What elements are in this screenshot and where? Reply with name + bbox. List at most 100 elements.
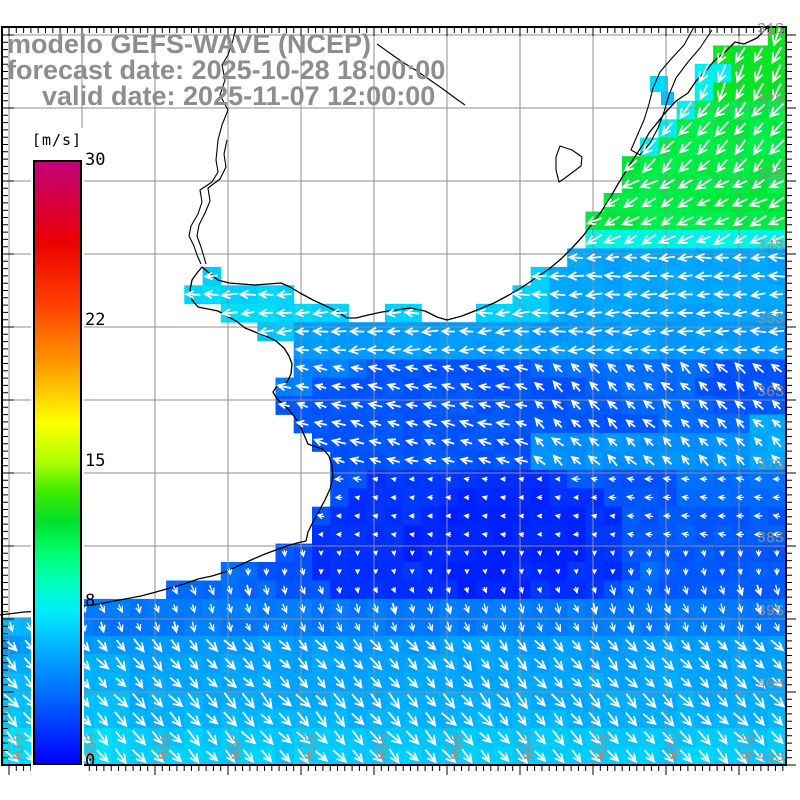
wind-arrow <box>368 438 382 447</box>
wind-arrow <box>205 750 219 762</box>
lon-label: 60W <box>81 733 98 760</box>
wind-arrow <box>572 622 579 632</box>
wind-arrow <box>534 639 547 651</box>
wind-arrow <box>333 475 344 483</box>
wind-arrow <box>676 271 693 281</box>
wind-arrow <box>481 622 488 632</box>
wind-arrow <box>585 271 603 281</box>
wind-arrow <box>591 586 597 594</box>
wind-arrow <box>658 345 675 355</box>
colorbar-unit-label: [m/s] <box>31 131 83 149</box>
wind-arrow <box>750 271 765 281</box>
wind-arrow <box>735 84 746 101</box>
wind-arrow <box>716 747 729 765</box>
map-frame <box>1 26 787 766</box>
wind-arrow <box>606 750 620 763</box>
axis-ticks <box>2 27 796 775</box>
wind-arrow <box>226 603 233 614</box>
wind-arrow <box>752 380 764 393</box>
wind-arrow <box>515 730 528 746</box>
wind-arrow <box>718 622 726 632</box>
river <box>188 26 237 265</box>
wind-arrow <box>639 252 657 263</box>
wind-arrow <box>625 693 637 709</box>
wind-arrow <box>317 531 324 537</box>
wind-arrow <box>735 694 747 708</box>
wind-arrow <box>550 437 565 447</box>
wind-arrow <box>278 712 292 727</box>
wind-arrow <box>187 748 200 764</box>
wind-arrow <box>167 694 184 708</box>
wind-arrow <box>620 179 640 189</box>
wind-arrow <box>676 290 693 300</box>
wind-arrow <box>750 253 766 262</box>
wind-arrow <box>386 456 401 465</box>
wind-arrow <box>767 216 785 226</box>
wind-arrow <box>696 121 711 137</box>
wind-arrow <box>184 290 201 299</box>
wind-arrow <box>554 476 561 482</box>
wind-arrow <box>458 419 474 428</box>
wind-arrow <box>620 216 640 226</box>
wind-arrow <box>607 437 618 447</box>
wind-arrow <box>772 513 781 520</box>
wind-arrow <box>226 568 233 576</box>
wind-arrow <box>607 639 619 652</box>
wind-arrow <box>224 730 236 746</box>
wind-arrow <box>349 437 365 447</box>
wind-arrow <box>700 621 708 633</box>
wind-arrow <box>240 730 257 745</box>
wind-arrow <box>752 675 766 689</box>
wind-arrow <box>700 567 707 577</box>
wind-arrow <box>700 585 707 596</box>
wind-arrow <box>425 640 437 651</box>
wind-arrow <box>386 730 403 745</box>
wind-arrow <box>352 638 363 653</box>
wind-arrow <box>554 513 561 519</box>
wind-arrow <box>261 639 272 652</box>
wind-arrow <box>622 253 638 262</box>
river <box>376 43 466 106</box>
wind-arrow <box>424 729 437 746</box>
wind-arrow <box>135 603 142 615</box>
wind-arrow <box>314 639 329 652</box>
wind-arrow <box>408 532 415 538</box>
wind-arrow <box>681 531 690 538</box>
wind-arrow <box>698 381 709 392</box>
wind-arrow <box>494 382 511 392</box>
wind-arrow <box>223 692 237 710</box>
wind-arrow <box>495 364 510 373</box>
wind-arrow <box>462 639 473 652</box>
wind-arrow <box>771 158 782 174</box>
wind-arrow <box>567 326 584 336</box>
wind-arrow <box>277 401 290 410</box>
wind-arrow <box>530 308 548 318</box>
wind-arrow <box>275 290 292 300</box>
river <box>196 139 228 265</box>
wind-arrow <box>662 693 674 709</box>
wind-arrow <box>698 454 709 467</box>
wind-arrow <box>714 198 730 207</box>
wind-arrow <box>680 639 692 652</box>
wind-arrow <box>587 419 601 428</box>
wind-arrow <box>458 401 474 410</box>
wind-arrow <box>480 658 491 670</box>
wind-arrow <box>372 587 378 594</box>
wind-arrow <box>441 438 455 447</box>
wind-arrow <box>737 568 743 576</box>
wind-arrow <box>445 550 451 557</box>
wind-arrow <box>242 677 255 688</box>
wind-arrow <box>534 712 546 726</box>
wind-arrow <box>385 308 402 318</box>
wind-arrow <box>336 568 342 575</box>
wind-arrow <box>773 603 780 614</box>
wind-arrow <box>590 621 598 633</box>
wind-arrow <box>330 437 347 447</box>
colorbar-panel: [m/s] <box>31 128 84 776</box>
wind-arrow <box>476 419 492 429</box>
wind-arrow <box>426 494 433 501</box>
wind-arrow <box>223 639 238 652</box>
wind-arrow <box>531 327 546 336</box>
wind-arrow <box>314 401 327 410</box>
wind-arrow <box>499 621 507 633</box>
